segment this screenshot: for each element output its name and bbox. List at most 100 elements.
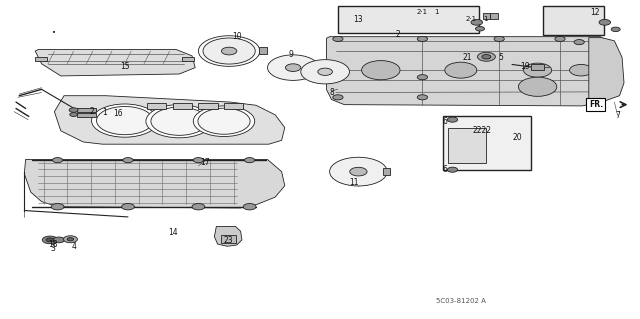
Circle shape [244,158,255,163]
Circle shape [476,26,484,31]
Bar [490,13,498,19]
Circle shape [46,238,54,242]
Text: 2: 2 [90,107,95,116]
Bar [77,113,96,117]
Text: 13: 13 [353,15,364,24]
Text: 4: 4 [71,242,76,251]
Circle shape [67,238,74,241]
Text: 2222: 2222 [472,126,492,135]
Circle shape [53,237,65,243]
Text: 16: 16 [113,109,124,118]
Circle shape [268,55,319,80]
Bar [443,116,531,170]
Text: 19: 19 [520,63,530,71]
Circle shape [417,75,428,80]
Circle shape [42,236,58,244]
Bar [77,108,96,112]
Circle shape [471,19,483,25]
Circle shape [301,60,349,84]
Circle shape [445,62,477,78]
Circle shape [447,167,458,172]
Circle shape [482,55,491,59]
Circle shape [193,158,204,163]
Text: 14: 14 [168,228,178,237]
Text: 17: 17 [200,158,210,167]
Circle shape [524,63,552,77]
Text: 5C03-81202 A: 5C03-81202 A [436,299,486,304]
Circle shape [417,95,428,100]
Circle shape [221,47,237,55]
Text: 20: 20 [512,133,522,142]
Circle shape [151,107,207,135]
Circle shape [97,107,153,135]
Text: 5: 5 [499,53,504,62]
Circle shape [333,75,343,80]
Circle shape [63,236,77,243]
Circle shape [52,158,63,163]
Text: 1: 1 [102,108,108,117]
Polygon shape [35,49,195,76]
Bar [259,47,267,54]
Circle shape [193,106,255,137]
Bar [338,6,479,33]
Text: 18: 18 [48,240,57,249]
Text: 3: 3 [50,244,55,253]
Circle shape [494,36,504,41]
Text: 12: 12 [591,8,600,17]
Text: 2·1: 2·1 [465,16,477,22]
Circle shape [555,36,565,41]
Bar [314,71,320,76]
Polygon shape [214,226,242,246]
Circle shape [611,27,620,32]
Text: 8: 8 [329,88,334,97]
Circle shape [570,64,593,76]
Circle shape [447,117,458,122]
Text: 9: 9 [289,50,294,59]
Bar [316,64,323,71]
Circle shape [198,36,260,66]
Text: 6: 6 [442,165,447,174]
Polygon shape [54,96,285,144]
Text: FR.: FR. [589,100,603,109]
Circle shape [574,40,584,45]
Bar [448,128,486,163]
Circle shape [518,77,557,96]
Bar [221,235,236,243]
Text: 6: 6 [442,117,447,126]
Text: 21: 21 [463,53,472,62]
Circle shape [285,64,301,71]
Text: •: • [52,31,56,36]
Text: 2: 2 [396,30,401,39]
Polygon shape [589,38,624,103]
Bar [383,168,390,175]
Circle shape [243,204,256,210]
Text: 10: 10 [232,32,242,41]
Text: 2·1: 2·1 [417,9,428,15]
Bar [531,64,544,70]
Circle shape [203,38,255,64]
Circle shape [330,157,387,186]
Text: 7: 7 [615,111,620,120]
Circle shape [70,113,77,116]
Bar [483,13,490,19]
Circle shape [122,204,134,210]
Polygon shape [326,37,608,106]
Bar [224,103,243,109]
Bar [147,103,166,109]
Text: 23: 23 [223,236,233,245]
Text: 1: 1 [434,9,439,15]
Circle shape [333,95,343,100]
Circle shape [599,19,611,25]
Circle shape [349,167,367,176]
Text: 1: 1 [483,16,488,22]
Circle shape [92,104,158,137]
Circle shape [333,36,343,41]
Circle shape [192,204,205,210]
Text: 15: 15 [120,63,130,71]
Circle shape [69,108,78,112]
Circle shape [51,204,64,210]
Circle shape [198,108,250,134]
Text: 11: 11 [349,178,358,187]
Circle shape [362,61,400,80]
Circle shape [123,158,133,163]
